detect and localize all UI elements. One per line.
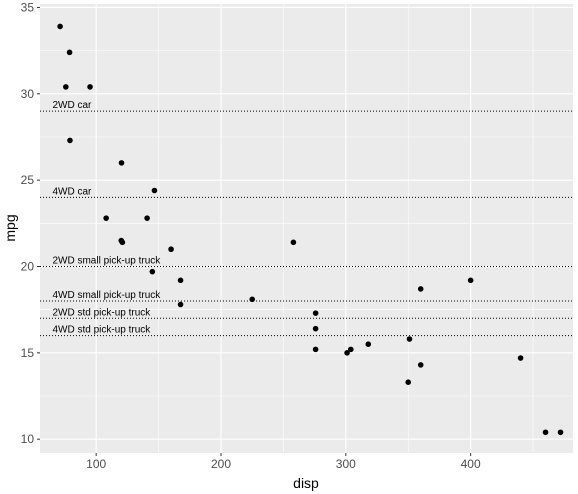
- data-point: [67, 137, 73, 144]
- data-point: [312, 325, 319, 332]
- data-point: [118, 160, 125, 166]
- x-tick-label: 200: [211, 457, 231, 471]
- data-point: [405, 379, 412, 385]
- data-point: [365, 341, 372, 348]
- x-tick-label: 100: [86, 457, 106, 471]
- reference-line-label: 4WD small pick-up truck: [52, 290, 161, 301]
- x-tick-label: 300: [336, 457, 356, 471]
- y-axis: 10 15 20 25 30 35: [21, 0, 40, 446]
- reference-line-label: 2WD std pick-up truck: [52, 307, 151, 318]
- x-axis: 100 200 300 400: [86, 453, 481, 471]
- y-tick-label: 10: [21, 432, 35, 446]
- data-point: [417, 362, 424, 368]
- reference-lines: 2WD car 4WD car 2WD small pick-up truck 4WD…: [40, 100, 573, 337]
- y-tick-label: 30: [21, 87, 35, 101]
- y-tick-label: 25: [21, 173, 35, 187]
- data-point: [312, 346, 319, 353]
- plot-panel: [40, 4, 573, 453]
- data-point: [290, 239, 297, 246]
- data-point: [467, 277, 474, 284]
- y-tick-label: 15: [21, 346, 35, 360]
- x-axis-title: disp: [293, 475, 319, 491]
- data-point: [406, 336, 413, 342]
- data-point: [119, 239, 126, 246]
- data-points: [57, 23, 564, 436]
- data-point: [177, 301, 184, 308]
- reference-line-label: 4WD std pick-up truck: [52, 325, 151, 336]
- data-point: [87, 84, 93, 90]
- major-gridlines: [40, 4, 573, 453]
- data-point: [249, 296, 256, 303]
- data-point: [149, 268, 156, 275]
- data-point: [103, 215, 109, 221]
- data-point: [144, 215, 150, 221]
- data-point: [542, 429, 549, 436]
- data-point: [417, 286, 424, 292]
- data-point: [177, 277, 184, 284]
- reference-line-label: 2WD car: [52, 100, 92, 111]
- minor-gridlines: [40, 4, 573, 453]
- data-point: [151, 187, 158, 194]
- y-axis-title: mpg: [2, 214, 18, 241]
- reference-line-label: 2WD small pick-up truck: [52, 255, 161, 266]
- data-point: [344, 350, 350, 356]
- y-tick-label: 35: [21, 0, 35, 14]
- data-point: [57, 23, 63, 30]
- data-point: [517, 355, 524, 361]
- reference-line-label: 4WD car: [52, 186, 92, 197]
- data-point: [348, 346, 354, 353]
- data-point: [557, 429, 564, 436]
- y-tick-label: 20: [21, 259, 35, 273]
- x-tick-label: 400: [461, 457, 481, 471]
- data-point: [312, 310, 319, 316]
- data-point: [168, 246, 174, 253]
- data-point: [66, 49, 73, 56]
- data-point: [63, 84, 69, 90]
